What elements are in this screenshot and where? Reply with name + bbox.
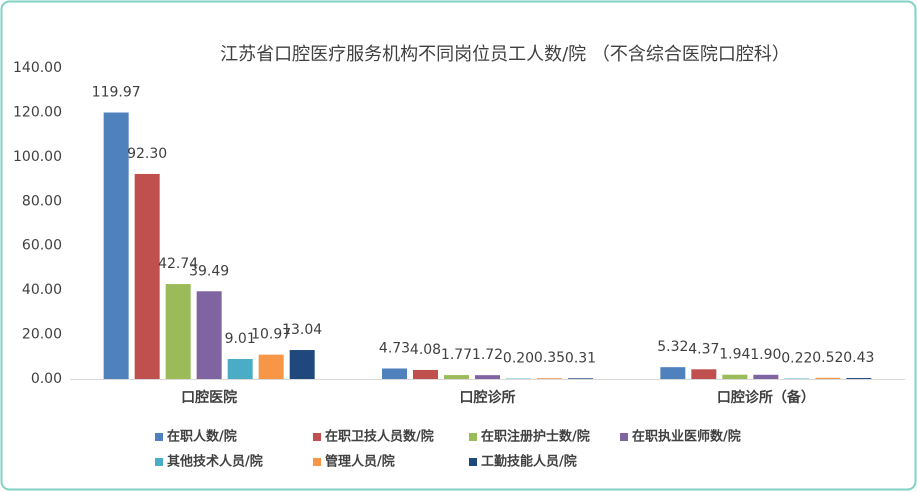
bar [475,375,500,379]
bar [722,374,748,379]
chart-title: 江苏省口腔医疗服务机构不同岗位员工人数/院 （不含综合医院口腔科） [220,44,790,65]
bar [382,368,407,379]
x-tick-label: 口腔医院 [181,389,237,406]
bar [413,369,438,379]
x-tick-label: 口腔诊所 [460,389,516,406]
legend-swatch [313,458,321,466]
value-label: 13.04 [282,322,322,338]
value-label: 0.35 [534,350,565,366]
value-label: 4.37 [688,341,719,357]
legend-swatch [469,458,477,466]
legend-label: 管理人员/院 [325,454,395,470]
value-label: 92.30 [127,146,167,162]
bar [537,378,562,379]
bar [846,378,872,379]
legend-label: 其他技术人员/院 [167,454,263,470]
value-label: 1.90 [750,347,781,363]
value-label: 5.32 [657,339,688,355]
x-tick-label: 口腔诊所（备） [717,389,815,406]
value-label: 1.72 [472,347,503,363]
bar [165,284,191,379]
value-label: 42.74 [158,256,198,272]
y-tick-label: 0.00 [31,371,62,387]
value-label: 0.52 [812,350,843,366]
legend-swatch [469,433,477,441]
legend-swatch [620,433,628,441]
value-label: 9.01 [225,331,256,347]
y-tick-label: 100.00 [13,149,62,165]
value-label: 0.20 [503,351,534,367]
value-label: 0.31 [565,350,596,366]
bar [444,375,469,379]
y-tick-label: 120.00 [13,104,62,120]
bar [134,173,160,379]
bar [103,112,129,380]
legend-swatch [155,433,163,441]
value-label: 0.43 [843,350,874,366]
y-tick-label: 60.00 [22,238,62,254]
value-label: 0.22 [781,351,812,367]
value-label: 1.94 [719,347,750,363]
value-label: 4.73 [379,340,410,356]
bar [196,291,222,379]
bar [753,374,779,379]
value-label: 39.49 [189,263,229,279]
legend-label: 在职卫技人员数/院 [325,429,434,445]
y-tick-label: 20.00 [22,327,62,343]
legend-label: 在职执业医师数/院 [632,429,741,445]
legend-label: 工勤技能人员/院 [481,454,577,470]
legend-label: 在职注册护士数/院 [481,429,590,445]
y-tick-label: 80.00 [22,193,62,209]
value-label: 119.97 [92,84,141,100]
y-tick-label: 40.00 [22,282,62,298]
value-label: 10.97 [251,327,291,343]
legend-swatch [313,433,321,441]
bar [227,358,253,379]
value-label: 1.77 [441,347,472,363]
bar [568,378,593,379]
bar [691,369,717,379]
bar [660,367,686,379]
value-label: 4.08 [410,342,441,358]
legend-label: 在职人数/院 [167,429,237,445]
legend-swatch [155,458,163,466]
bar [815,377,841,379]
bar [258,354,284,379]
bar [289,350,315,379]
y-tick-label: 140.00 [13,60,62,76]
